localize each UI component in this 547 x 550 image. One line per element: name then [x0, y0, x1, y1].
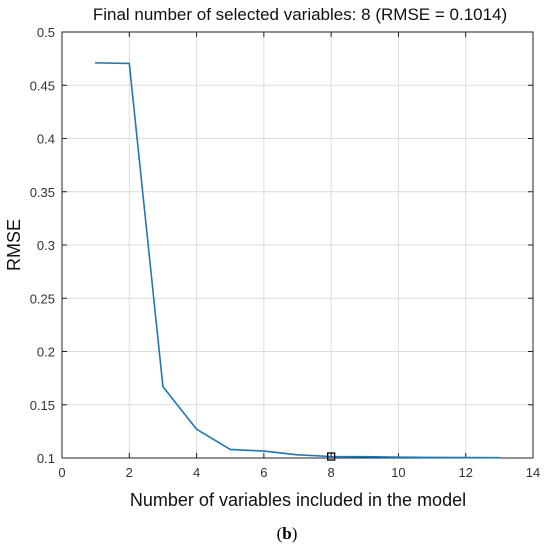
- x-tick-label: 4: [193, 465, 200, 480]
- y-tick-label: 0.3: [37, 238, 55, 253]
- rmse-data-point: [263, 450, 265, 452]
- y-tick-label: 0.2: [37, 345, 55, 360]
- rmse-data-point: [162, 385, 164, 388]
- x-tick-label: 8: [328, 465, 335, 480]
- rmse-data-point: [363, 455, 366, 458]
- rmse-data-point: [128, 62, 131, 65]
- caption-letter: b: [282, 524, 291, 543]
- x-tick-label: 14: [526, 465, 540, 480]
- y-tick-label: 0.1: [37, 451, 55, 466]
- x-tick-label: 10: [391, 465, 405, 480]
- y-tick-label: 0.5: [37, 25, 55, 40]
- y-tick-label: 0.4: [37, 132, 55, 147]
- rmse-data-point: [431, 456, 433, 459]
- rmse-data-point: [464, 456, 467, 459]
- rmse-data-point: [195, 428, 198, 431]
- y-tick-label: 0.25: [30, 291, 55, 306]
- x-tick-label: 12: [458, 465, 472, 480]
- axis-ticks: 0 2 4 6 8 10 12 14 0.1 0.15 0.2 0.25 0.3 0.35 0.4 0.45 0…: [30, 25, 541, 480]
- rmse-data-point: [94, 62, 97, 64]
- caption-close: ): [292, 524, 298, 543]
- y-axis-label: RMSE: [4, 219, 24, 271]
- y-tick-label: 0.35: [30, 185, 55, 200]
- figure-caption: (b): [277, 524, 298, 543]
- rmse-data-point: [498, 456, 501, 459]
- x-tick-label: 2: [126, 465, 133, 480]
- rmse-data-point: [397, 456, 400, 458]
- series-layer: [94, 62, 501, 461]
- rmse-data-point: [330, 455, 332, 458]
- x-tick-label: 0: [58, 465, 65, 480]
- x-axis-label: Number of variables included in the mode…: [130, 490, 466, 510]
- chart-title: Final number of selected variables: 8 (R…: [93, 5, 507, 24]
- selected-point-marker: [326, 452, 336, 461]
- y-tick-label: 0.45: [30, 78, 55, 93]
- x-tick-label: 6: [260, 465, 267, 480]
- caption-open: (: [277, 524, 283, 543]
- y-tick-label: 0.15: [30, 398, 55, 413]
- rmse-data-point: [229, 448, 232, 451]
- rmse-data-point: [296, 454, 299, 456]
